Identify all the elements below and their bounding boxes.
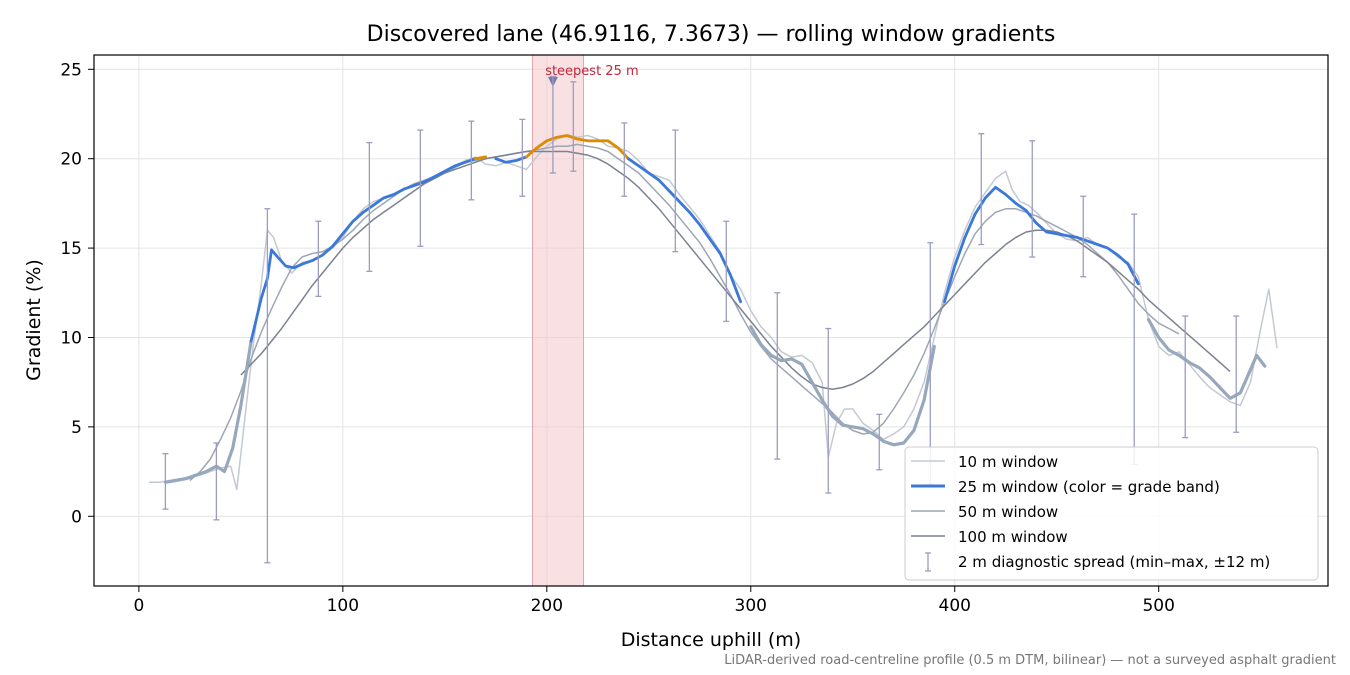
errorbar — [672, 129, 679, 253]
series-line-25m-grey — [1146, 318, 1267, 400]
y-tick-label: 0 — [71, 507, 82, 527]
legend: 10 m window 25 m window (color = grade b… — [904, 446, 1319, 581]
series-layer — [149, 134, 1278, 491]
legend-swatch-errorbar — [925, 552, 931, 572]
errorbar — [1182, 315, 1189, 439]
y-tick-label: 5 — [71, 418, 82, 438]
annotation-layer: steepest 25 m — [545, 64, 638, 79]
series-line-25m-blue — [249, 157, 477, 343]
errorbar — [549, 75, 556, 174]
errorbar — [774, 292, 781, 460]
steepest-band — [532, 54, 585, 587]
errorbar — [978, 133, 985, 246]
series-line-50m — [189, 143, 1180, 482]
errorbar — [876, 413, 883, 471]
legend-label-10m: 10 m window — [958, 453, 1058, 471]
series-line-25m-grey — [163, 339, 253, 484]
errorbar — [570, 81, 577, 172]
x-tick-label: 300 — [735, 596, 767, 616]
x-tick-label: 100 — [327, 596, 359, 616]
legend-label-50m: 50 m window — [958, 503, 1058, 521]
legend-label-25m: 25 m window (color = grade band) — [958, 478, 1220, 496]
legend-box — [904, 446, 1319, 581]
x-tick-label: 0 — [133, 596, 144, 616]
y-axis-label: Gradient (%) — [23, 259, 45, 381]
legend-label-errorbar: 2 m diagnostic spread (min–max, ±12 m) — [958, 553, 1270, 571]
errorbar — [162, 453, 169, 510]
series-line-25m-blue — [494, 155, 528, 164]
y-tick-label: 25 — [60, 60, 82, 80]
series-line-25m-blue — [943, 185, 1140, 304]
x-axis-label: Distance uphill (m) — [621, 629, 801, 651]
errorbar — [621, 122, 628, 197]
errorbar — [417, 129, 424, 247]
y-tick-label: 15 — [60, 239, 82, 259]
steepest-band-layer — [532, 54, 585, 587]
errorbar — [1080, 195, 1087, 278]
x-tick-label: 400 — [939, 596, 971, 616]
errorbar — [366, 141, 373, 272]
y-tick-label: 20 — [60, 150, 82, 170]
errorbar — [723, 220, 730, 323]
legend-label-100m: 100 m window — [958, 528, 1068, 546]
errorbar — [1233, 315, 1240, 433]
errorbar — [264, 208, 271, 564]
errorbar — [1029, 140, 1036, 258]
y-tick-label: 10 — [60, 328, 82, 348]
plot-frame — [93, 54, 1329, 587]
series-line-25m-steep — [525, 134, 630, 161]
series-line-25m-grey — [749, 325, 936, 447]
y-axis-ticks: 0 5 10 15 20 25 — [60, 60, 94, 527]
x-tick-label: 200 — [531, 596, 563, 616]
chart-title: Discovered lane (46.9116, 7.3673) — roll… — [367, 22, 1056, 47]
errorbar — [825, 327, 832, 494]
grid-lines — [94, 55, 1328, 586]
errorbar-layer — [162, 75, 1240, 564]
errorbar — [315, 220, 322, 298]
series-line-10m — [149, 134, 1278, 491]
x-axis-ticks: 0 100 200 300 400 500 — [133, 586, 1175, 616]
x-tick-label: 500 — [1142, 596, 1174, 616]
series-line-25m-steep — [474, 155, 487, 161]
errorbar — [213, 442, 220, 521]
series-line-100m — [240, 150, 1231, 391]
steepest-band-label: steepest 25 m — [545, 64, 638, 79]
errorbar — [468, 120, 475, 201]
footnote: LiDAR-derived road-centreline profile (0… — [724, 653, 1336, 668]
series-line-25m-blue — [627, 157, 742, 304]
errorbar — [519, 118, 526, 197]
